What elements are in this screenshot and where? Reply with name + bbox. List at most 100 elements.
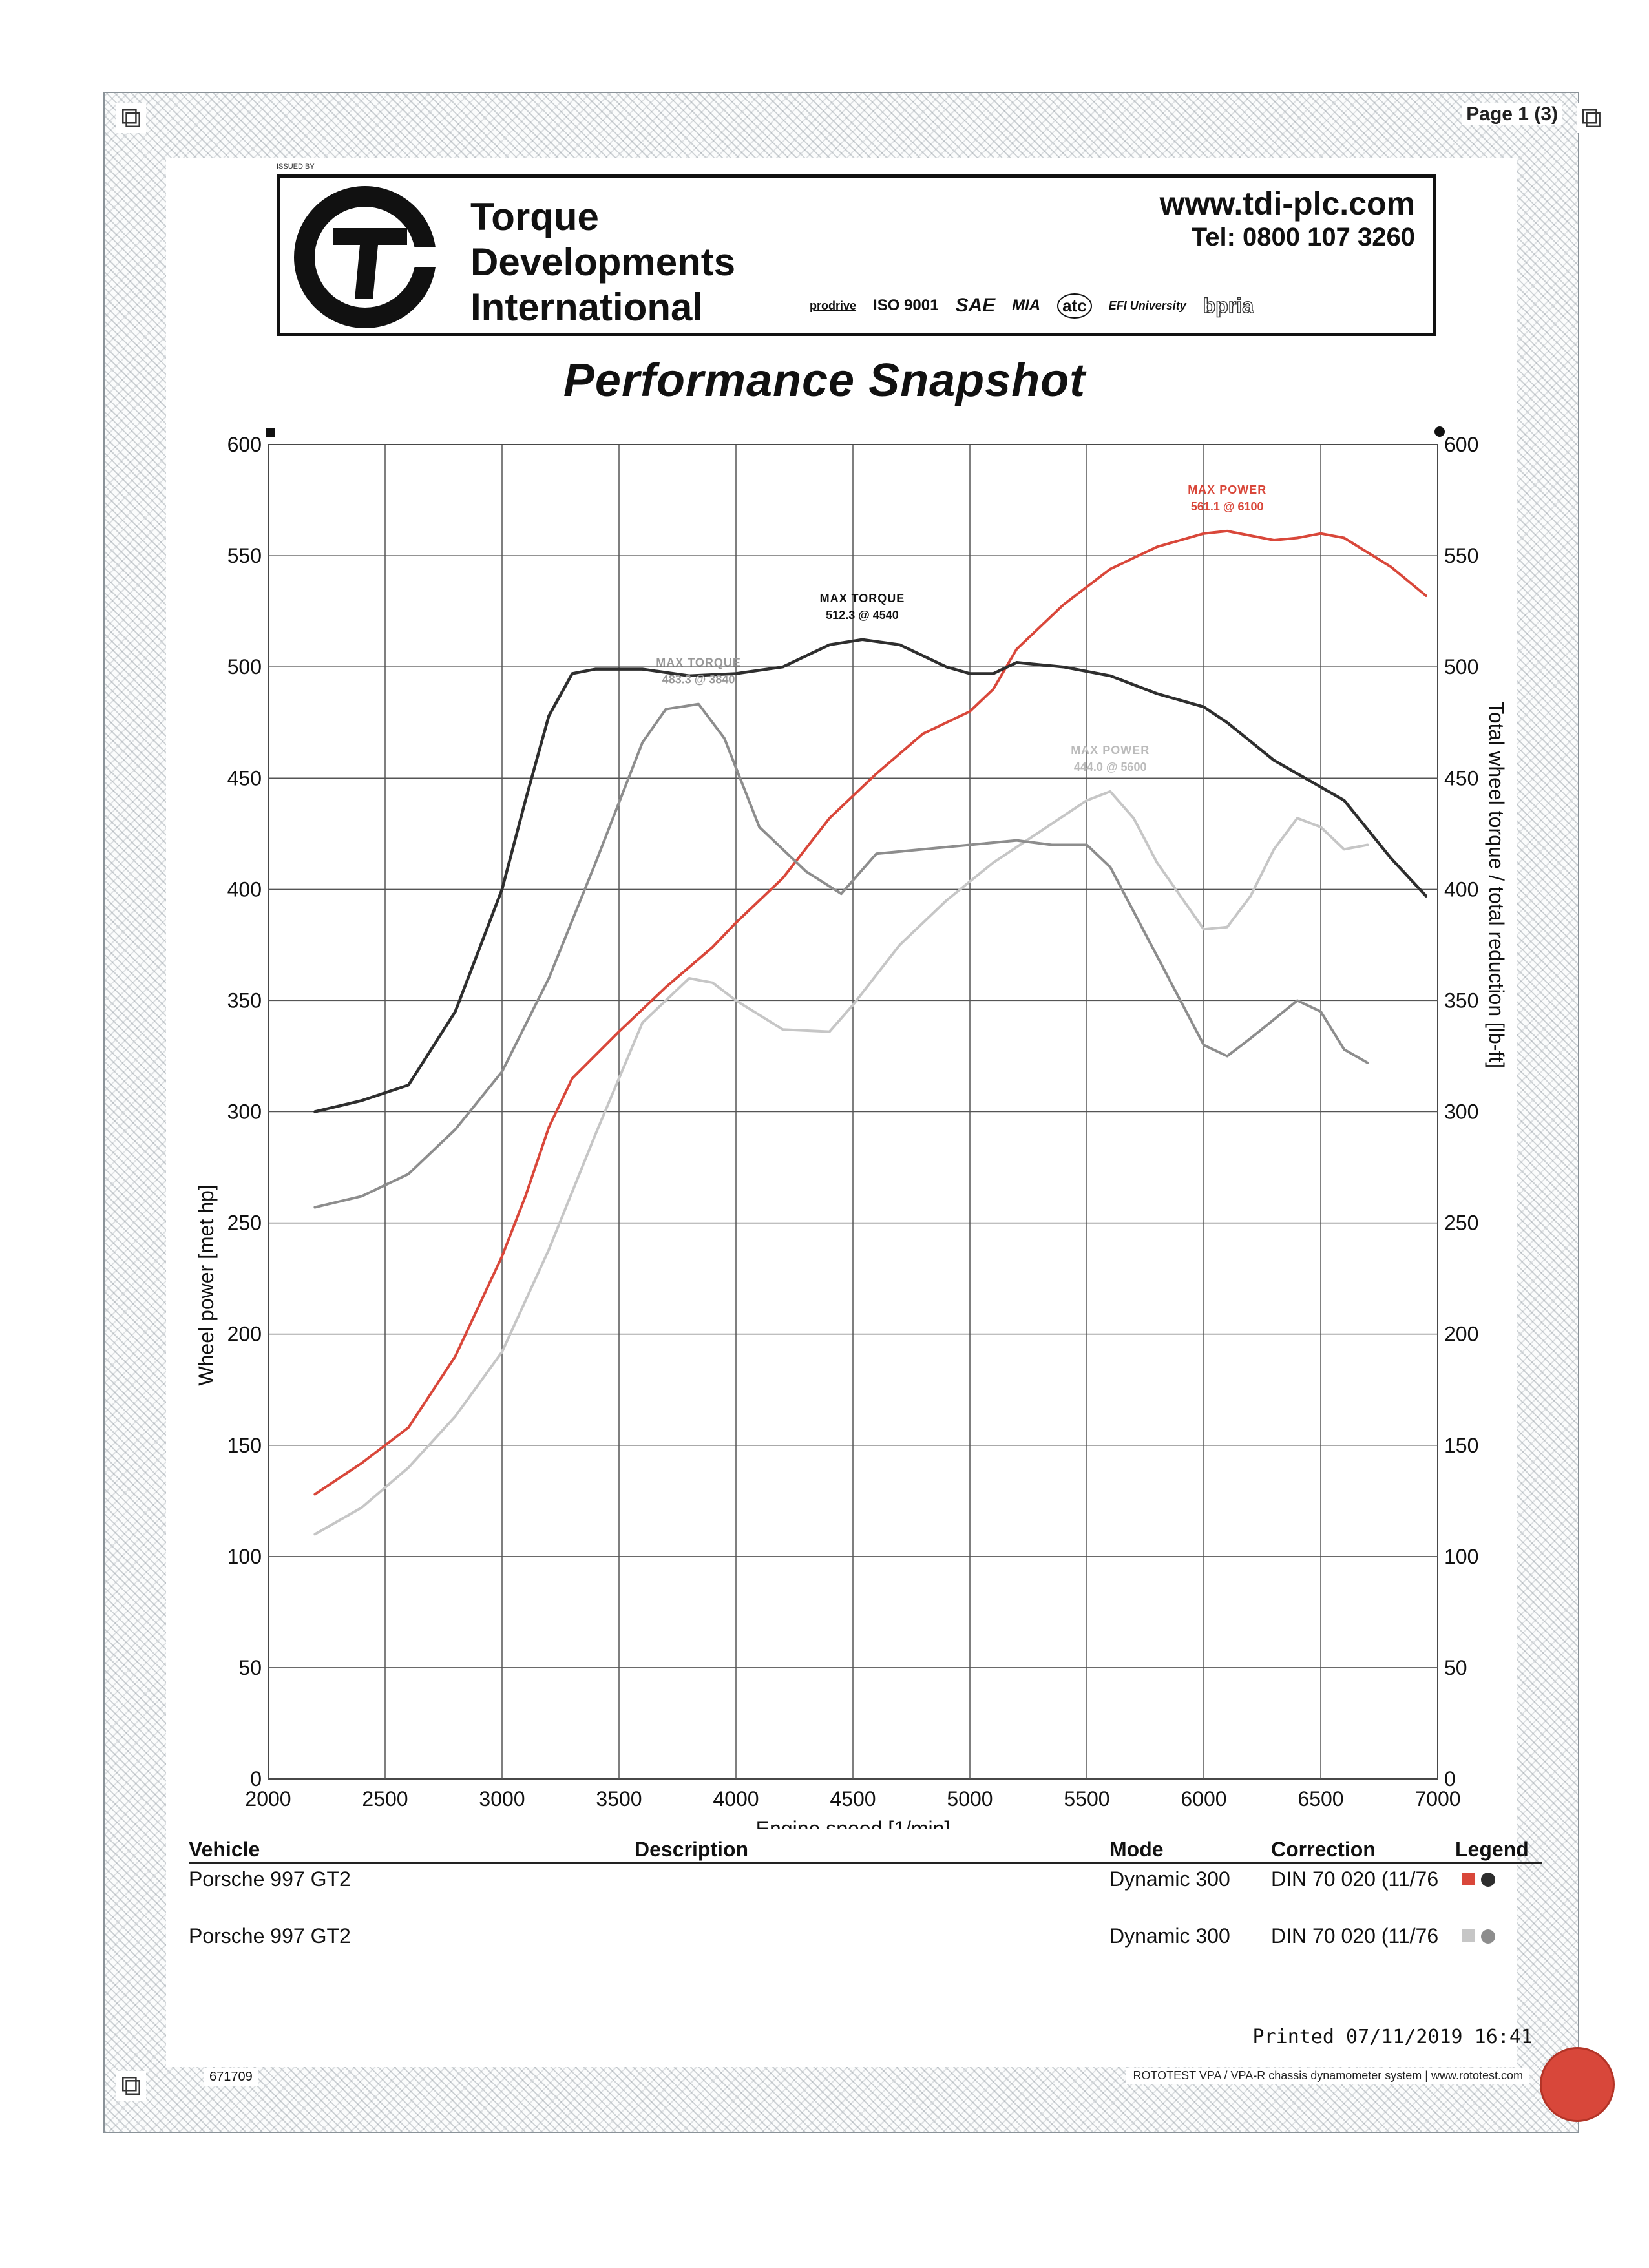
y-tick-label-right: 0 [1444, 1767, 1456, 1790]
torque-legend-swatch [1481, 1929, 1495, 1944]
y-tick-label-right: 450 [1444, 766, 1478, 790]
y-tick-label-right: 250 [1444, 1212, 1478, 1235]
y-tick-label-left: 150 [227, 1434, 262, 1457]
mode-cell: Dynamic 300 [1109, 1867, 1230, 1891]
x-tick-label: 5000 [947, 1787, 993, 1811]
legend-marks [1462, 1873, 1495, 1887]
y-tick-label-left: 600 [227, 433, 262, 456]
x-tick-label: 6500 [1297, 1787, 1343, 1811]
x-tick-label: 6000 [1181, 1787, 1226, 1811]
y-tick-label-right: 100 [1444, 1545, 1478, 1568]
x-tick-label: 5500 [1064, 1787, 1109, 1811]
col-mode: Mode [1109, 1838, 1164, 1861]
power-legend-swatch [1462, 1929, 1475, 1942]
x-tick-label: 2500 [362, 1787, 408, 1811]
y-tick-label-right: 350 [1444, 989, 1478, 1012]
max-annotation-value: 512.3 @ 4540 [826, 609, 899, 622]
accreditation-logo: EFI University [1108, 299, 1186, 312]
max-annotation-label: MAX TORQUE [656, 656, 741, 669]
y-tick-label-left: 0 [250, 1767, 262, 1790]
torque-legend-swatch [1481, 1873, 1495, 1887]
company-name: Torque Developments International [470, 194, 735, 330]
y-tick-label-right: 550 [1444, 544, 1478, 567]
accreditation-logo: atc [1057, 293, 1092, 319]
y-axis-label-right: Total wheel torque / total reduction [lb… [1485, 702, 1508, 1068]
y-tick-label-left: 500 [227, 655, 262, 678]
col-vehicle: Vehicle [189, 1838, 260, 1861]
vehicle-cell: Porsche 997 GT2 [189, 1924, 351, 1948]
max-annotation-label: MAX POWER [1071, 744, 1150, 757]
accreditation-logo: MIA [1012, 297, 1041, 314]
series-line-run1-power [313, 529, 1427, 1496]
vehicle-cell: Porsche 997 GT2 [189, 1867, 351, 1891]
y-tick-label-left: 550 [227, 544, 262, 567]
col-legend: Legend [1455, 1838, 1529, 1861]
printed-timestamp: Printed 07/11/2019 16:41 [1252, 2026, 1533, 2048]
accreditation-logo: prodrive [810, 299, 857, 312]
x-tick-label: 4000 [713, 1787, 759, 1811]
company-line: Torque [470, 195, 599, 238]
col-correction: Correction [1271, 1838, 1376, 1861]
y-tick-label-right: 50 [1444, 1656, 1467, 1679]
series-line-run2-power [313, 790, 1369, 1536]
y-tick-label-left: 350 [227, 989, 262, 1012]
y-tick-label-left: 100 [227, 1545, 262, 1568]
correction-cell: DIN 70 020 (11/76 [1271, 1924, 1439, 1948]
x-tick-label: 2000 [245, 1787, 291, 1811]
y-tick-label-left: 50 [238, 1656, 262, 1679]
series-line-run1-torque [313, 638, 1428, 1113]
x-axis-label: Engine speed [1/min] [756, 1817, 951, 1829]
y-tick-label-left: 400 [227, 877, 262, 901]
table-row: Porsche 997 GT2 Dynamic 300 DIN 70 020 (… [189, 1864, 1542, 1920]
max-annotation-value: 444.0 @ 5600 [1074, 761, 1147, 773]
tdi-logo-icon [294, 186, 443, 328]
max-annotation-value: 561.1 @ 6100 [1191, 500, 1264, 513]
accreditation-logo: ISO 9001 [873, 297, 939, 314]
x-tick-label: 7000 [1414, 1787, 1460, 1811]
y-tick-label-right: 150 [1444, 1434, 1478, 1457]
accreditation-logo: SAE [955, 295, 996, 316]
table-row: Porsche 997 GT2 Dynamic 300 DIN 70 020 (… [189, 1920, 1542, 1977]
y-tick-label-left: 200 [227, 1323, 262, 1346]
y-tick-label-left: 450 [227, 766, 262, 790]
max-annotation-label: MAX TORQUE [820, 592, 905, 605]
mode-cell: Dynamic 300 [1109, 1924, 1230, 1948]
power-axis-marker-icon [266, 428, 275, 437]
issued-by-label: ISSUED BY [277, 163, 315, 171]
corner-mark-icon: ⧉ [116, 2071, 146, 2101]
max-annotation-value: 483.3 @ 3840 [662, 673, 735, 686]
accreditation-logos: prodrive ISO 9001 SAE MIA atc EFI Univer… [810, 286, 1417, 325]
y-axis-label-left: Wheel power [met hp] [194, 1184, 218, 1385]
company-line: International [470, 286, 704, 329]
corner-mark-icon: ⧉ [1577, 103, 1606, 133]
y-tick-label-right: 500 [1444, 655, 1478, 678]
y-tick-label-left: 250 [227, 1212, 262, 1235]
rototest-seal-icon [1540, 2047, 1615, 2122]
company-line: Developments [470, 240, 736, 284]
y-tick-label-left: 300 [227, 1100, 262, 1124]
dyno-chart: 2000 2500 3000 3500 4000 4500 5000 5500 6000 6500… [194, 426, 1508, 1829]
company-header: Torque Developments International www.td… [277, 174, 1436, 336]
company-url[interactable]: www.tdi-plc.com [1159, 185, 1415, 222]
runs-table: Vehicle Description Mode Correction Lege… [189, 1834, 1542, 1977]
max-annotation-label: MAX POWER [1188, 483, 1266, 496]
series-line-run2-torque [313, 702, 1369, 1209]
power-legend-swatch [1462, 1873, 1475, 1885]
runs-table-header: Vehicle Description Mode Correction Lege… [189, 1834, 1542, 1864]
page-number: Page 1 (3) [1462, 103, 1562, 125]
y-tick-label-right: 400 [1444, 877, 1478, 901]
col-description: Description [635, 1838, 749, 1861]
y-tick-label-right: 300 [1444, 1100, 1478, 1124]
report-title: Performance Snapshot [563, 355, 1086, 406]
corner-mark-icon: ⧉ [116, 103, 146, 133]
accreditation-logo: bpria [1203, 293, 1254, 318]
y-tick-label-right: 600 [1444, 433, 1478, 456]
torque-axis-marker-icon [1434, 426, 1445, 437]
contact-block: www.tdi-plc.com Tel: 0800 107 3260 [1160, 185, 1415, 253]
rototest-note: ROTOTEST VPA / VPA-R chassis dynamometer… [1126, 2068, 1529, 2084]
correction-cell: DIN 70 020 (11/76 [1271, 1867, 1439, 1891]
x-tick-label: 3500 [596, 1787, 642, 1811]
x-tick-label: 4500 [830, 1787, 876, 1811]
legend-marks [1462, 1929, 1495, 1944]
x-tick-label: 3000 [479, 1787, 525, 1811]
